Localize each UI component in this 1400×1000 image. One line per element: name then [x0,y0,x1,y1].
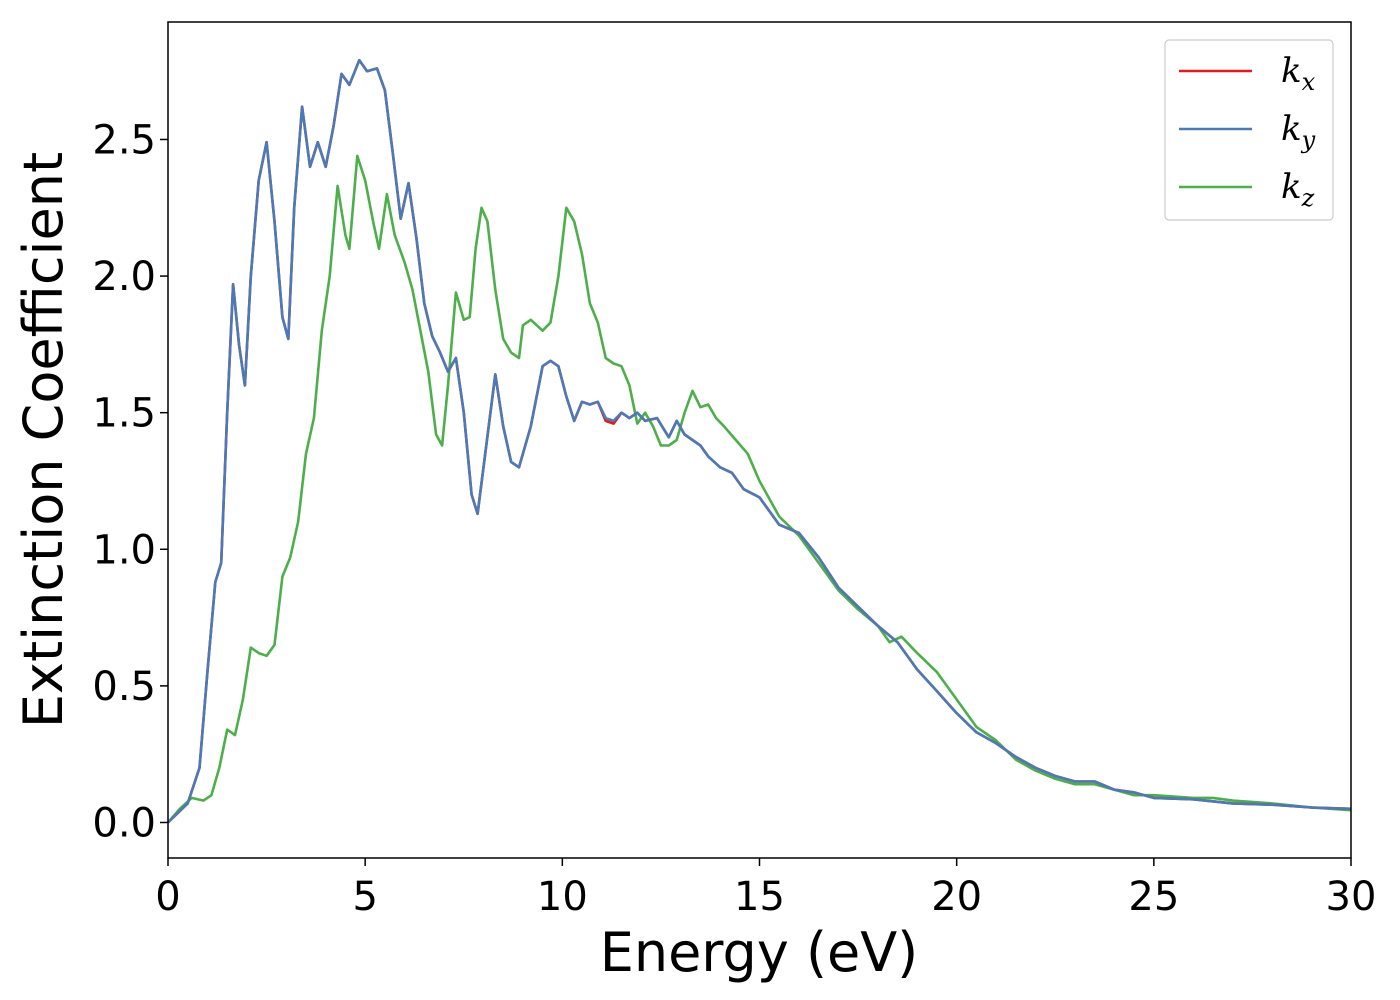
series-layer [167,58,1352,824]
series-line-ky [167,58,1352,824]
x-tick-label: 0 [155,874,180,920]
x-axis: 0 5 10 15 20 25 30 [155,858,1376,920]
x-tick-label: 5 [352,874,377,920]
legend-label-ky: ky [1281,109,1316,154]
y-tick-label: 0.0 [92,800,156,846]
legend-label-kz: kz [1281,167,1315,212]
y-tick-label: 2.0 [92,254,156,300]
x-tick-label: 15 [734,874,785,920]
x-tick-label: 10 [537,874,588,920]
x-tick-label: 30 [1326,874,1377,920]
y-axis-label: Extinction Coefficient [12,152,75,728]
y-tick-label: 1.0 [92,527,156,573]
y-tick-label: 1.5 [92,391,156,437]
y-tick-label: 2.5 [92,117,156,163]
x-tick-label: 25 [1128,874,1179,920]
series-line-kz [167,154,1352,824]
legend-label-kx: kx [1281,51,1316,96]
y-tick-label: 0.5 [92,664,156,710]
y-axis: 0.0 0.5 1.0 1.5 2.0 2.5 [92,117,168,846]
legend: kx ky kz [1164,39,1334,221]
x-axis-label: Energy (eV) [600,921,919,984]
x-tick-label: 20 [931,874,982,920]
